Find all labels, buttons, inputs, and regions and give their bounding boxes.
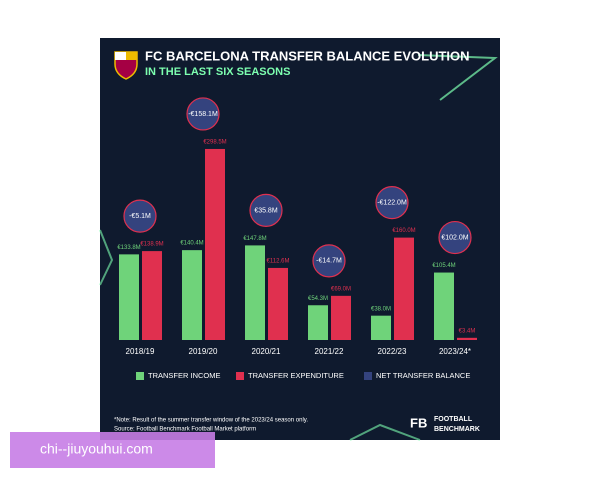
value-label: €112.6M: [267, 259, 290, 265]
note: *Note: Result of the summer transfer win…: [114, 418, 308, 424]
value-label: €140.4M: [180, 241, 203, 247]
value-label: €160.0M: [392, 228, 415, 234]
value-label: €54.3M: [308, 296, 328, 302]
legend-label: NET TRANSFER BALANCE: [376, 371, 470, 380]
x-tick-label: 2020/21: [252, 347, 281, 356]
legend-swatch: [136, 372, 144, 380]
bar: [182, 250, 202, 340]
decor: [99, 229, 114, 286]
net-label: €102.0M: [441, 234, 468, 241]
net-label: -€158.1M: [188, 111, 218, 118]
bar: [308, 305, 328, 340]
net-label: €35.8M: [254, 207, 278, 214]
net-balance: [186, 97, 220, 131]
value-label: €38.0M: [371, 306, 391, 312]
bar: [434, 272, 454, 340]
bar: [268, 267, 288, 340]
bar: [142, 251, 162, 340]
bar: [331, 295, 351, 340]
value-label: €298.5M: [203, 140, 226, 146]
x-tick-label: 2019/20: [189, 347, 218, 356]
legend-label: TRANSFER EXPENDITURE: [248, 371, 344, 380]
bar: [457, 337, 477, 340]
brand-line: BENCHMARK: [434, 426, 480, 433]
x-tick-label: 2022/23: [378, 347, 407, 356]
watermark-box: [10, 432, 215, 468]
bar: [394, 237, 414, 340]
net-balance: [312, 244, 346, 278]
value-label: €105.4M: [432, 263, 455, 269]
brand-logo: FB: [410, 415, 427, 430]
brand-line: FOOTBALL: [434, 416, 473, 423]
net-label: -€14.7M: [316, 258, 342, 265]
legend-swatch: [364, 372, 372, 380]
source: Source: Football Benchmark Football Mark…: [114, 427, 256, 433]
net-label: -€5.1M: [129, 213, 151, 220]
crest: [114, 51, 138, 80]
legend-swatch: [236, 372, 244, 380]
net-balance: [249, 193, 283, 228]
value-label: €147.8M: [243, 236, 266, 242]
x-tick-label: 2018/19: [126, 347, 155, 356]
decor: [349, 423, 421, 441]
panel: [100, 38, 500, 440]
bar: [245, 245, 265, 340]
value-label: €138.9M: [140, 242, 163, 248]
chart-title: FC BARCELONA TRANSFER BALANCE EVOLUTION: [145, 48, 470, 63]
value-label: €69.0M: [331, 286, 351, 292]
net-balance: [123, 199, 157, 233]
net-label: -€122.0M: [377, 199, 407, 206]
bar: [119, 254, 139, 340]
decor: [417, 54, 498, 101]
watermark: chi--jiuyouhui.com: [40, 441, 153, 457]
legend-label: TRANSFER INCOME: [148, 371, 221, 380]
x-tick-label: 2023/24*: [439, 347, 471, 356]
net-balance: [375, 186, 409, 220]
bar: [371, 315, 391, 340]
net-balance: [438, 220, 472, 255]
bar: [205, 148, 225, 340]
value-label: €3.4M: [459, 328, 476, 334]
chart-subtitle: IN THE LAST SIX SEASONS: [145, 66, 290, 78]
value-label: €133.8M: [117, 245, 140, 251]
x-tick-label: 2021/22: [315, 347, 344, 356]
